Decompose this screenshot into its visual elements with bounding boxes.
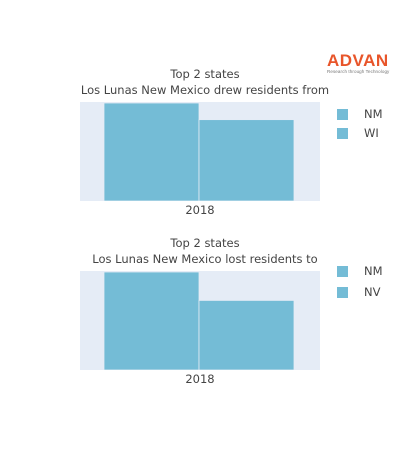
chart2-legend-item-2[interactable]: NV [337, 285, 380, 299]
chart2-title-line1: Top 2 states [170, 236, 240, 250]
logo-wordmark: ADVAN [327, 51, 389, 70]
logo-tagline: Research through Technology [327, 69, 390, 74]
chart1-legend-item-2[interactable]: WI [337, 126, 379, 140]
legend-swatch [337, 108, 348, 120]
chart2-plot [80, 271, 320, 370]
legend-swatch [337, 286, 348, 298]
chart1-title: Top 2 states Los Lunas New Mexico drew r… [40, 66, 370, 98]
legend-label: NM [364, 264, 383, 278]
chart1-title-line2: Los Lunas New Mexico drew residents from [80, 83, 330, 97]
bar-nm[interactable] [103, 102, 200, 201]
bar-nm[interactable] [103, 271, 200, 370]
bar-wi[interactable] [198, 119, 295, 201]
chart2-title: Top 2 states Los Lunas New Mexico lost r… [40, 235, 370, 267]
chart1-legend-item-1[interactable]: NM [337, 107, 383, 121]
chart1-xtick: 2018 [185, 203, 215, 217]
chart1-plot [80, 102, 320, 201]
chart2-xtick: 2018 [185, 372, 215, 386]
bar-nv[interactable] [198, 300, 295, 370]
legend-label: NM [364, 107, 383, 121]
advan-logo: ADVAN Research through Technology [327, 51, 397, 75]
legend-label: NV [364, 285, 381, 299]
legend-swatch [337, 127, 348, 139]
legend-swatch [337, 265, 348, 277]
legend-label: WI [364, 126, 379, 140]
chart1-title-line1: Top 2 states [170, 67, 240, 81]
chart2-legend-item-1[interactable]: NM [337, 264, 383, 278]
chart2-title-line2: Los Lunas New Mexico lost residents to [92, 252, 318, 266]
